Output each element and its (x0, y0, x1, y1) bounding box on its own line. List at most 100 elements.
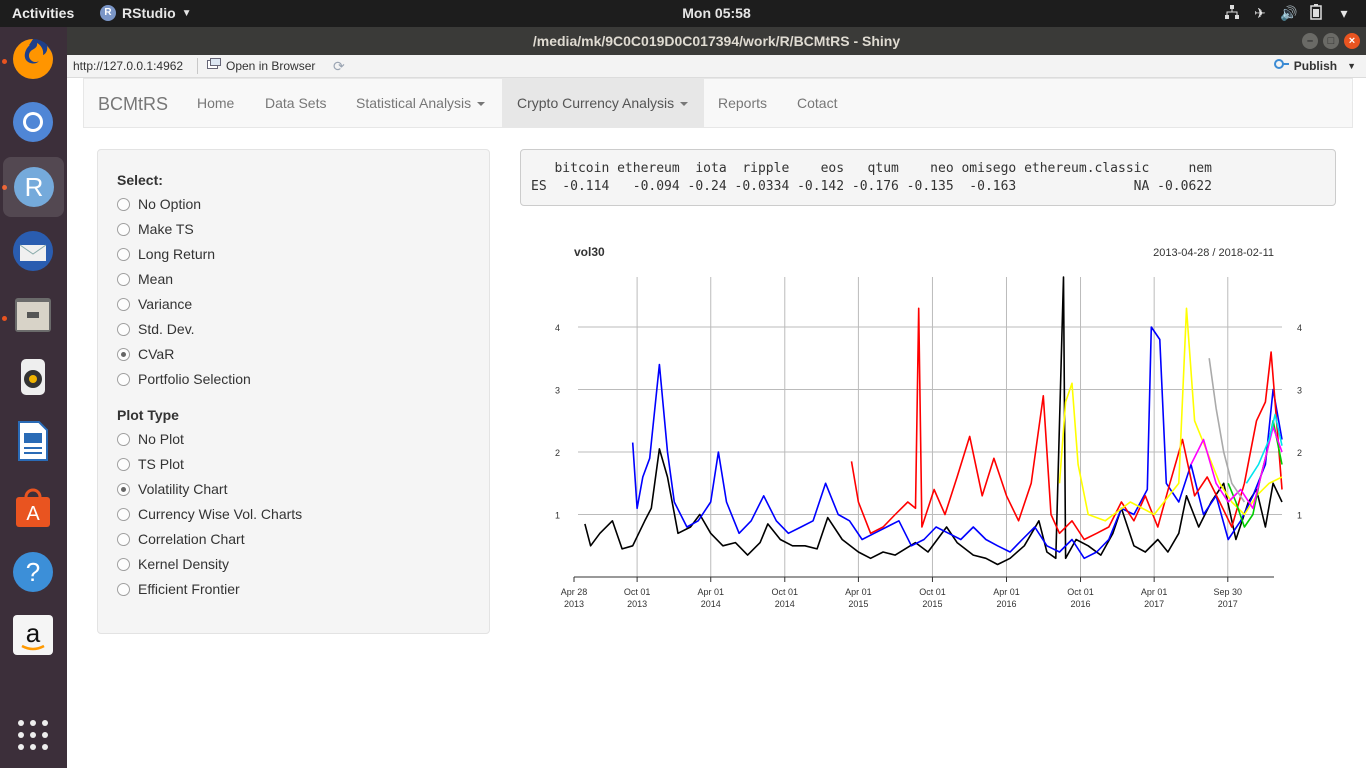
x-tick-label-month: Oct 01 (1067, 587, 1094, 597)
select-option[interactable]: Variance (117, 294, 192, 314)
x-tick-label-year: 2016 (1071, 599, 1091, 609)
svg-text:R: R (24, 172, 43, 202)
nav-crypto-currency-analysis[interactable]: Crypto Currency Analysis (502, 79, 704, 127)
clock[interactable]: Mon 05:58 (682, 5, 751, 21)
app-menu[interactable]: R RStudio ▼ (100, 5, 192, 21)
toolbar-divider (197, 58, 198, 74)
plot-option[interactable]: Kernel Density (117, 554, 229, 574)
x-tick-label-month: Oct 01 (772, 587, 799, 597)
radio-button[interactable] (117, 197, 130, 211)
nav-statistical-analysis[interactable]: Statistical Analysis (341, 79, 500, 127)
x-tick-label-year: 2013 (564, 599, 584, 609)
radio-button[interactable] (117, 432, 130, 446)
refresh-icon[interactable]: ⟳ (333, 58, 345, 74)
output-value-row: ES -0.114 -0.094 -0.24 -0.0334 -0.142 -0… (531, 179, 1212, 194)
cvar-output-box: bitcoin ethereum iota ripple eos qtum ne… (520, 149, 1336, 206)
system-menu-icon[interactable]: ▾ (1340, 5, 1348, 21)
show-applications-icon[interactable] (9, 711, 57, 759)
publish-label: Publish (1293, 58, 1338, 73)
select-option[interactable]: Long Return (117, 244, 215, 264)
x-tick-label-year: 2017 (1218, 599, 1238, 609)
amazon-icon[interactable]: a (9, 611, 57, 659)
radio-button[interactable] (117, 322, 130, 336)
publish-button[interactable]: Publish ▼ (1273, 58, 1356, 73)
chromium-icon[interactable] (9, 98, 57, 146)
app-navbar: BCMtRS Home Data Sets Statistical Analys… (83, 78, 1353, 128)
select-option[interactable]: Std. Dev. (117, 319, 195, 339)
running-indicator (2, 59, 7, 64)
x-tick-label-month: Oct 01 (919, 587, 946, 597)
select-option[interactable]: Mean (117, 269, 173, 289)
radio-button[interactable] (117, 272, 130, 286)
volume-icon[interactable]: 🔊 (1280, 5, 1298, 21)
libreoffice-writer-icon[interactable] (9, 417, 57, 465)
radio-button[interactable] (117, 557, 130, 571)
volatility-chart: vol30 2013-04-28 / 2018-02-11 1 1 2 2 3 3 4 4 Ap… (555, 245, 1302, 609)
url-field[interactable]: http://127.0.0.1:4962 (73, 59, 184, 73)
radio-button[interactable] (117, 222, 130, 236)
battery-icon[interactable] (1308, 4, 1324, 23)
system-tray[interactable]: ✈ 🔊 ▾ (1224, 4, 1352, 23)
network-icon[interactable] (1224, 5, 1240, 22)
airplane-icon[interactable]: ✈ (1254, 5, 1266, 21)
plot-option[interactable]: Correlation Chart (117, 529, 245, 549)
files-icon[interactable] (9, 290, 57, 338)
radio-button[interactable] (117, 347, 130, 361)
plot-option[interactable]: No Plot (117, 429, 184, 449)
rhythmbox-icon[interactable] (9, 353, 57, 401)
radio-button[interactable] (117, 507, 130, 521)
nav-cotact[interactable]: Cotact (782, 79, 852, 127)
x-tick-label-month: Oct 01 (624, 587, 651, 597)
series-line-5 (1190, 426, 1283, 510)
series-line-2 (850, 307, 1283, 541)
window-title-bar[interactable]: /media/mk/9C0C019D0C017394/work/R/BCMtRS… (67, 27, 1366, 55)
plot-option[interactable]: Efficient Frontier (117, 579, 240, 599)
viewer-address-bar: http://127.0.0.1:4962 Open in Browser ⟳ … (67, 55, 1366, 78)
thunderbird-icon[interactable] (9, 227, 57, 275)
output-header-row: bitcoin ethereum iota ripple eos qtum ne… (531, 161, 1212, 176)
nav-data-sets[interactable]: Data Sets (250, 79, 341, 127)
nav-label: Home (197, 95, 235, 111)
select-option[interactable]: Make TS (117, 219, 194, 239)
software-center-icon[interactable]: A (9, 483, 57, 531)
x-tick-label-year: 2016 (996, 599, 1016, 609)
activities-button[interactable]: Activities (12, 5, 75, 21)
navbar-brand[interactable]: BCMtRS (98, 94, 169, 114)
radio-label: Volatility Chart (138, 481, 228, 497)
radio-label: Kernel Density (138, 556, 230, 572)
radio-label: No Plot (138, 431, 184, 447)
close-icon[interactable]: × (1344, 33, 1360, 49)
radio-button[interactable] (117, 582, 130, 596)
y-tick-label: 3 (555, 386, 560, 396)
plot-option[interactable]: Volatility Chart (117, 479, 227, 499)
radio-button[interactable] (117, 457, 130, 471)
y-tick-label-right: 2 (1297, 448, 1302, 458)
x-tick-label-month: Apr 01 (1141, 587, 1168, 597)
x-tick-label-month: Sep 30 (1214, 587, 1243, 597)
select-option[interactable]: No Option (117, 194, 201, 214)
plot-option[interactable]: Currency Wise Vol. Charts (117, 504, 302, 524)
y-tick-label-right: 4 (1297, 323, 1302, 333)
rstudio-icon[interactable]: R (3, 157, 64, 217)
nav-home[interactable]: Home (182, 79, 249, 127)
radio-label: Make TS (138, 221, 194, 237)
radio-button[interactable] (117, 247, 130, 261)
select-option[interactable]: Portfolio Selection (117, 369, 251, 389)
select-option[interactable]: CVaR (117, 344, 174, 364)
publish-icon (1273, 58, 1290, 73)
radio-button[interactable] (117, 532, 130, 546)
nav-reports[interactable]: Reports (703, 79, 782, 127)
chevron-down-icon: ▼ (1347, 60, 1356, 71)
radio-label: TS Plot (138, 456, 184, 472)
help-icon[interactable]: ? (9, 548, 57, 596)
radio-button[interactable] (117, 482, 130, 496)
firefox-icon[interactable] (9, 35, 57, 83)
radio-button[interactable] (117, 372, 130, 386)
open-in-browser-button[interactable]: Open in Browser (207, 58, 315, 73)
plot-option[interactable]: TS Plot (117, 454, 184, 474)
plot-type-group-label: Plot Type (117, 407, 179, 423)
minimize-icon[interactable]: – (1302, 33, 1318, 49)
radio-button[interactable] (117, 297, 130, 311)
maximize-icon[interactable]: □ (1323, 33, 1339, 49)
nav-label: Cotact (797, 95, 838, 111)
